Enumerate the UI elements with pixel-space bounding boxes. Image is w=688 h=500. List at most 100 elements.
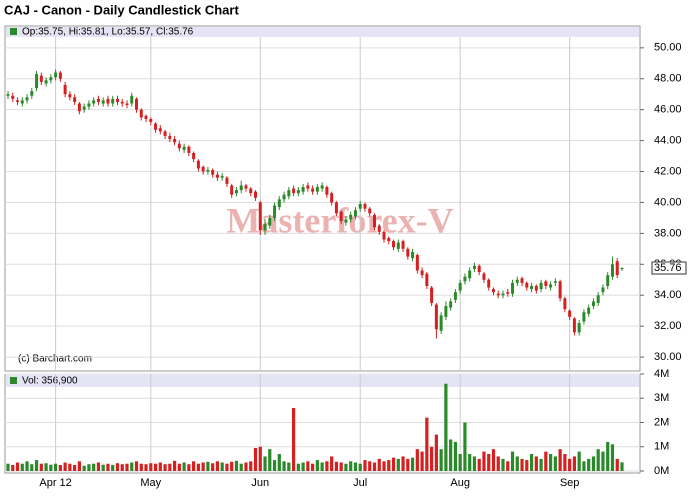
volume-bar [420, 451, 424, 471]
volume-bar [525, 460, 529, 471]
volume-bar [130, 462, 134, 471]
candle-body [25, 97, 29, 101]
candle-body [334, 202, 338, 214]
candle-body [315, 186, 319, 192]
candle-body [415, 255, 419, 271]
candle-body [411, 251, 415, 259]
volume-bar [301, 462, 305, 471]
y-tick-label: 46.00 [654, 104, 682, 116]
volume-bar [330, 456, 334, 471]
candle-body [487, 279, 491, 288]
candle-body [201, 166, 205, 172]
candle-body [306, 185, 310, 189]
candle-body [263, 224, 267, 231]
candle-body [339, 211, 343, 222]
volume-bar [306, 461, 310, 471]
candle-body [82, 106, 86, 110]
volume-bar [615, 458, 619, 471]
candle-body [168, 135, 172, 140]
volume-bar [515, 456, 519, 471]
volume-bar [344, 463, 348, 471]
volume-bar [58, 464, 62, 471]
volume-bar [572, 456, 577, 471]
candle-body [158, 128, 162, 132]
candle-body [553, 281, 557, 283]
candle-body [620, 268, 624, 270]
candle-body [77, 103, 81, 112]
volume-bar [239, 463, 243, 471]
volume-bar [258, 446, 262, 471]
y2-tick-label: 0M [654, 465, 669, 477]
candle-body [249, 188, 253, 194]
volume-bar [68, 463, 72, 471]
candle-body [596, 295, 600, 303]
candle-body [325, 186, 329, 195]
volume-bar [582, 461, 586, 471]
candle-body [192, 152, 196, 160]
volume-bar [587, 458, 591, 471]
candle-body [606, 275, 610, 286]
candle-body [577, 323, 581, 333]
volume-bar [368, 461, 372, 471]
x-tick-label: May [140, 477, 161, 489]
candle-body [234, 190, 238, 194]
candle-body [587, 307, 591, 314]
candle-body [115, 98, 119, 102]
volume-bar [134, 461, 139, 471]
volume-bar [158, 462, 162, 471]
y2-tick-label: 2M [654, 416, 669, 428]
candle-body [491, 289, 495, 293]
candle-body [563, 298, 567, 310]
volume-bar [106, 463, 110, 471]
volume-bar [201, 462, 205, 471]
legend-strip [6, 375, 639, 387]
volume-bar [96, 462, 101, 471]
volume-bar [111, 464, 115, 471]
volume-bar [510, 451, 515, 471]
candle-body [430, 287, 434, 303]
volume-bar [506, 461, 510, 471]
volume-bar [591, 456, 596, 471]
volume-bar [53, 463, 58, 471]
volume-bar [320, 462, 324, 471]
candle-body [301, 186, 305, 192]
volume-bar [501, 458, 505, 471]
candle-body [368, 208, 372, 214]
volume-bar [620, 462, 624, 471]
y-tick-label: 42.00 [654, 165, 682, 177]
plot-layer: 30.0032.0034.0036.0038.0040.0042.0044.00… [5, 37, 687, 489]
candle-body [11, 95, 15, 99]
candle-body [20, 100, 24, 104]
volume-bar [339, 462, 343, 471]
volume-bar [20, 463, 24, 471]
candle-body [206, 169, 210, 172]
last-price-box [651, 261, 687, 275]
x-tick-label: Jul [353, 477, 367, 489]
candle-body [225, 177, 229, 184]
candle-body [530, 285, 534, 290]
candle-body [16, 100, 20, 102]
candle-body [392, 241, 396, 248]
volume-bar [220, 462, 224, 471]
volume-bar [34, 460, 39, 471]
volume-bar [163, 464, 167, 471]
volume-bar [539, 458, 543, 471]
chart-title: CAJ - Canon - Daily Candlestick Chart [4, 2, 239, 17]
y-tick-label: 30.00 [654, 351, 682, 363]
volume-bar [30, 464, 34, 471]
volume-bar [25, 461, 29, 471]
y2-tick-label: 4M [654, 368, 669, 380]
volume-bar [325, 461, 329, 471]
candle-body [177, 143, 181, 149]
candle-body [35, 74, 39, 89]
candle-body [496, 293, 500, 296]
candle-body [144, 115, 148, 119]
candle-body [572, 318, 576, 333]
volume-bar [153, 463, 158, 471]
candle-body [244, 185, 248, 189]
volume-bar [415, 449, 419, 471]
volume-bar [468, 454, 472, 471]
volume-bar [544, 451, 548, 471]
volume-bar [496, 456, 500, 471]
volume-bar [458, 454, 462, 471]
